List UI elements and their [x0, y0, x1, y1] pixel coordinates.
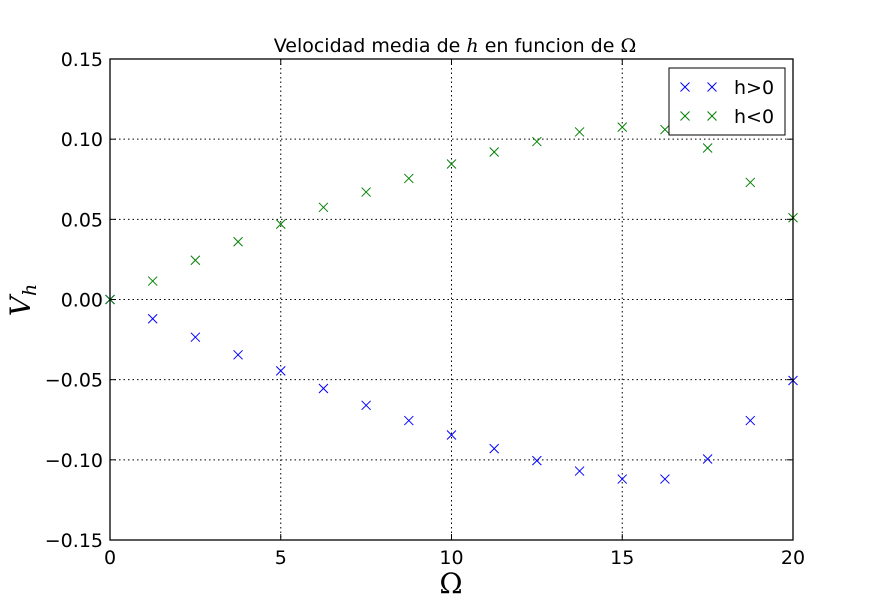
- data-point-h-pos: [446, 430, 457, 440]
- data-point-h-pos: [147, 313, 158, 324]
- legend-label: h<0: [734, 106, 774, 128]
- data-point-h-pos: [702, 454, 713, 464]
- chart-title: Velocidad media de h en funcion de Ω: [274, 35, 636, 57]
- legend-marker: [707, 82, 717, 92]
- data-point-h-neg: [233, 236, 243, 247]
- y-tick-label: −0.15: [45, 530, 103, 552]
- data-point-h-pos: [745, 415, 756, 426]
- data-point-h-neg: [446, 159, 457, 169]
- data-point-h-neg: [702, 143, 713, 153]
- data-point-h-pos: [617, 474, 628, 484]
- data-point-h-neg: [574, 127, 585, 137]
- data-point-h-pos: [233, 349, 243, 360]
- axis-tick-labels: 0 5 10 15 20 −0.15 −0.10 −0.05 0.00 0.05 0.10 0.15: [45, 49, 805, 569]
- legend-marker: [680, 111, 690, 121]
- data-point-h-pos: [190, 332, 201, 343]
- legend-label: h>0: [734, 77, 774, 99]
- data-point-h-neg: [275, 219, 286, 229]
- y-tick-label: 0.10: [61, 129, 103, 151]
- data-point-h-neg: [617, 122, 628, 132]
- y-tick-label: 0.15: [61, 49, 103, 71]
- data-point-h-neg: [745, 177, 756, 188]
- x-tick-label: 0: [104, 547, 116, 569]
- data-point-h-neg: [361, 187, 371, 197]
- data-point-h-pos: [574, 466, 585, 476]
- data-point-h-pos: [489, 443, 500, 454]
- y-tick-label: −0.05: [45, 370, 103, 392]
- data-point-h-pos: [403, 415, 414, 426]
- data-point-h-neg: [532, 136, 542, 147]
- data-point-h-pos: [275, 365, 286, 376]
- grid-lines: [110, 59, 793, 540]
- y-axis-label: Vh: [4, 284, 41, 316]
- data-point-h-neg: [660, 124, 670, 135]
- y-tick-label: 0.00: [61, 290, 103, 312]
- y-tick-label: 0.05: [61, 209, 103, 231]
- legend-marker: [680, 82, 690, 92]
- data-point-h-pos: [532, 455, 542, 466]
- x-tick-label: 5: [275, 547, 287, 569]
- data-point-h-neg: [147, 276, 158, 286]
- data-point-h-pos: [361, 400, 371, 411]
- x-axis-label: Ω: [439, 567, 462, 600]
- x-tick-label: 20: [781, 547, 805, 569]
- axis-ticks: [109, 58, 794, 541]
- data-point-h-neg: [190, 255, 201, 266]
- data-point-h-pos: [660, 474, 670, 484]
- data-point-h-pos: [318, 383, 329, 394]
- data-point-h-neg: [318, 202, 329, 213]
- legend-marker: [707, 111, 717, 121]
- legend-box: [668, 67, 786, 136]
- x-tick-label: 10: [439, 547, 463, 569]
- legend: h>0h<0: [668, 67, 786, 136]
- data-point-h-neg: [403, 173, 414, 184]
- data-markers: [105, 122, 798, 484]
- data-point-h-neg: [489, 147, 500, 157]
- x-tick-label: 15: [610, 547, 634, 569]
- y-tick-label: −0.10: [45, 450, 103, 472]
